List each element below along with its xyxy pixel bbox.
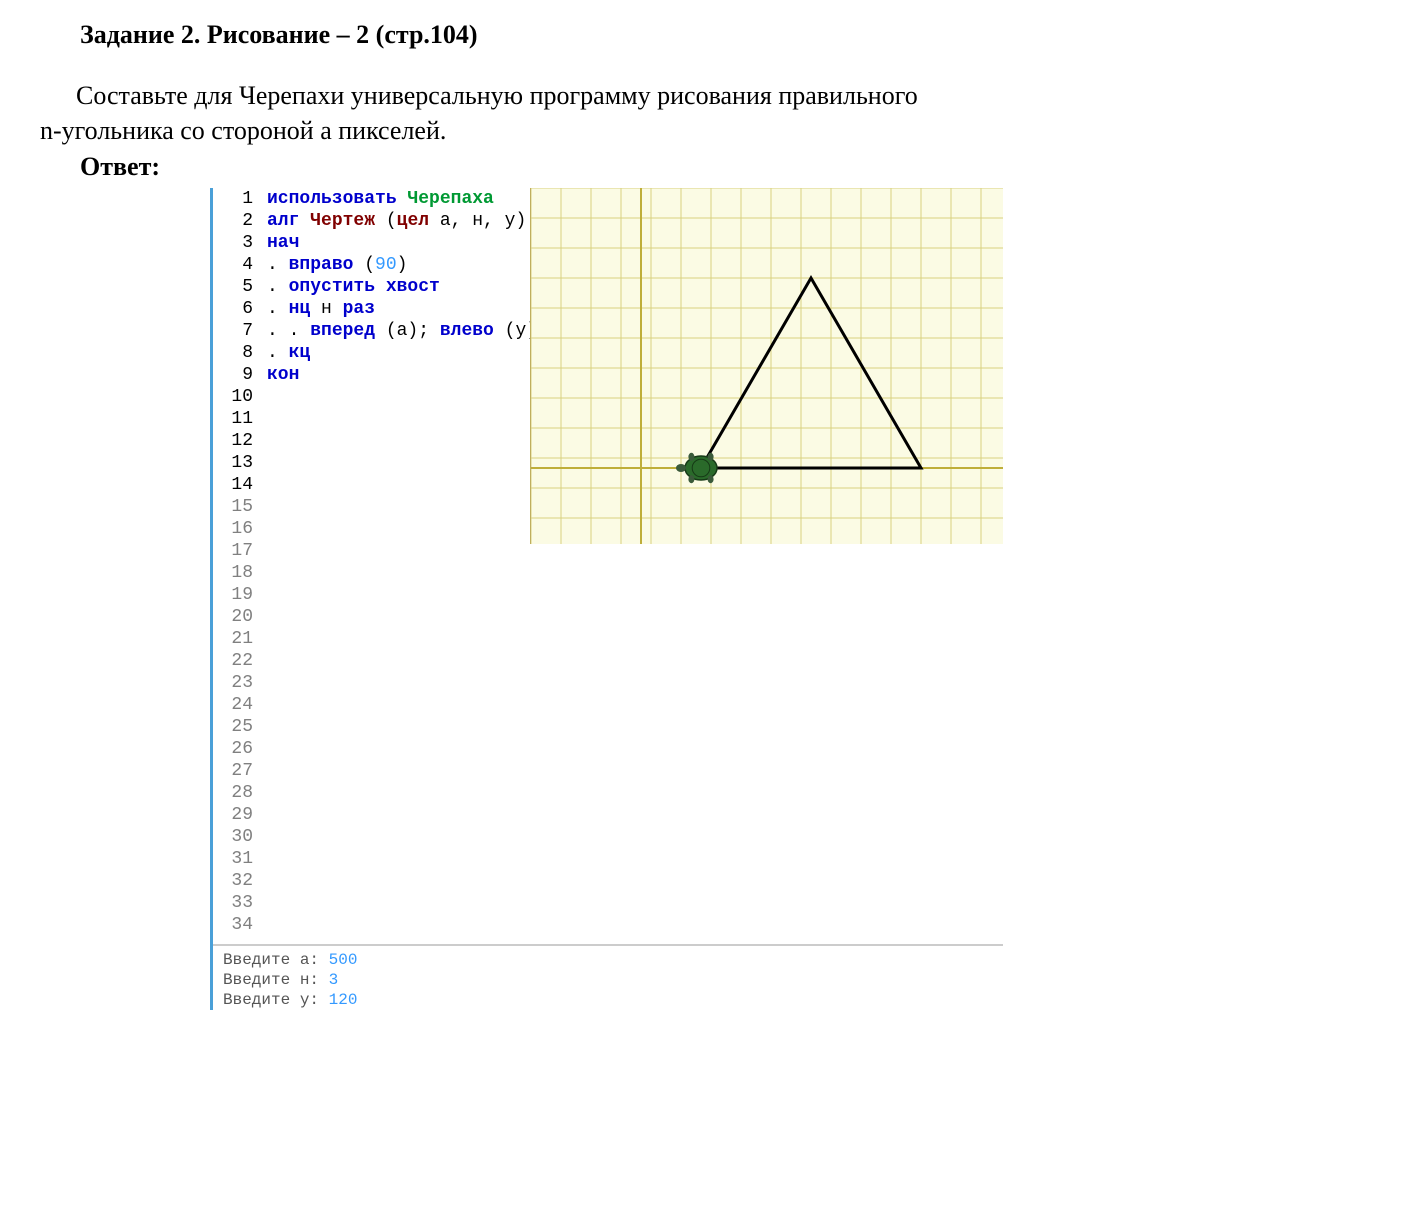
task-heading: Задание 2. Рисование – 2 (стр.104) [40,20,1383,50]
line-number: 8 [213,342,253,364]
code-line-empty [267,650,1003,672]
code-line-empty [267,804,1003,826]
code-line-empty [267,628,1003,650]
line-number: 25 [213,716,253,738]
code-line-empty [267,672,1003,694]
console-line: Введите н: 3 [223,970,1003,990]
desc-line1: Составьте для Черепахи универсальную про… [76,81,918,110]
line-number: 23 [213,672,253,694]
code-area: 1234567891011121314151617181920212223242… [213,188,1003,936]
line-number: 22 [213,650,253,672]
code-line-empty [267,606,1003,628]
console-line: Введите у: 120 [223,990,1003,1010]
line-number: 32 [213,870,253,892]
code-line-empty [267,870,1003,892]
answer-label: Ответ: [40,152,160,182]
line-number: 4 [213,254,253,276]
line-number: 3 [213,232,253,254]
line-number: 12 [213,430,253,452]
code-line-empty [267,782,1003,804]
line-number: 15 [213,496,253,518]
turtle-canvas [530,188,1003,544]
code-line-empty [267,848,1003,870]
console-output: Введите а: 500 Введите н: 3 Введите у: 1… [213,950,1003,1010]
turtle-drawing [531,188,1003,544]
line-number: 9 [213,364,253,386]
line-number: 27 [213,760,253,782]
line-number: 28 [213,782,253,804]
line-number: 14 [213,474,253,496]
line-number-gutter: 1234567891011121314151617181920212223242… [213,188,261,936]
line-number: 21 [213,628,253,650]
console-line: Введите а: 500 [223,950,1003,970]
line-number: 17 [213,540,253,562]
console-separator [213,944,1003,946]
code-editor-panel: 1234567891011121314151617181920212223242… [210,188,1003,1010]
desc-line2: n-угольника со стороной a пикселей. [40,116,446,145]
line-number: 33 [213,892,253,914]
task-description: Составьте для Черепахи универсальную про… [40,78,1383,148]
line-number: 29 [213,804,253,826]
line-number: 31 [213,848,253,870]
code-line-empty [267,738,1003,760]
line-number: 13 [213,452,253,474]
line-number: 7 [213,320,253,342]
line-number: 2 [213,210,253,232]
code-line-empty [267,760,1003,782]
code-line-empty [267,562,1003,584]
code-line-empty [267,694,1003,716]
code-line-empty [267,716,1003,738]
line-number: 1 [213,188,253,210]
code-line-empty [267,584,1003,606]
code-line-empty [267,892,1003,914]
line-number: 20 [213,606,253,628]
line-number: 6 [213,298,253,320]
line-number: 10 [213,386,253,408]
line-number: 26 [213,738,253,760]
line-number: 11 [213,408,253,430]
code-line-empty [267,826,1003,848]
code-line-empty [267,914,1003,936]
line-number: 30 [213,826,253,848]
line-number: 18 [213,562,253,584]
line-number: 16 [213,518,253,540]
line-number: 24 [213,694,253,716]
line-number: 34 [213,914,253,936]
line-number: 5 [213,276,253,298]
line-number: 19 [213,584,253,606]
